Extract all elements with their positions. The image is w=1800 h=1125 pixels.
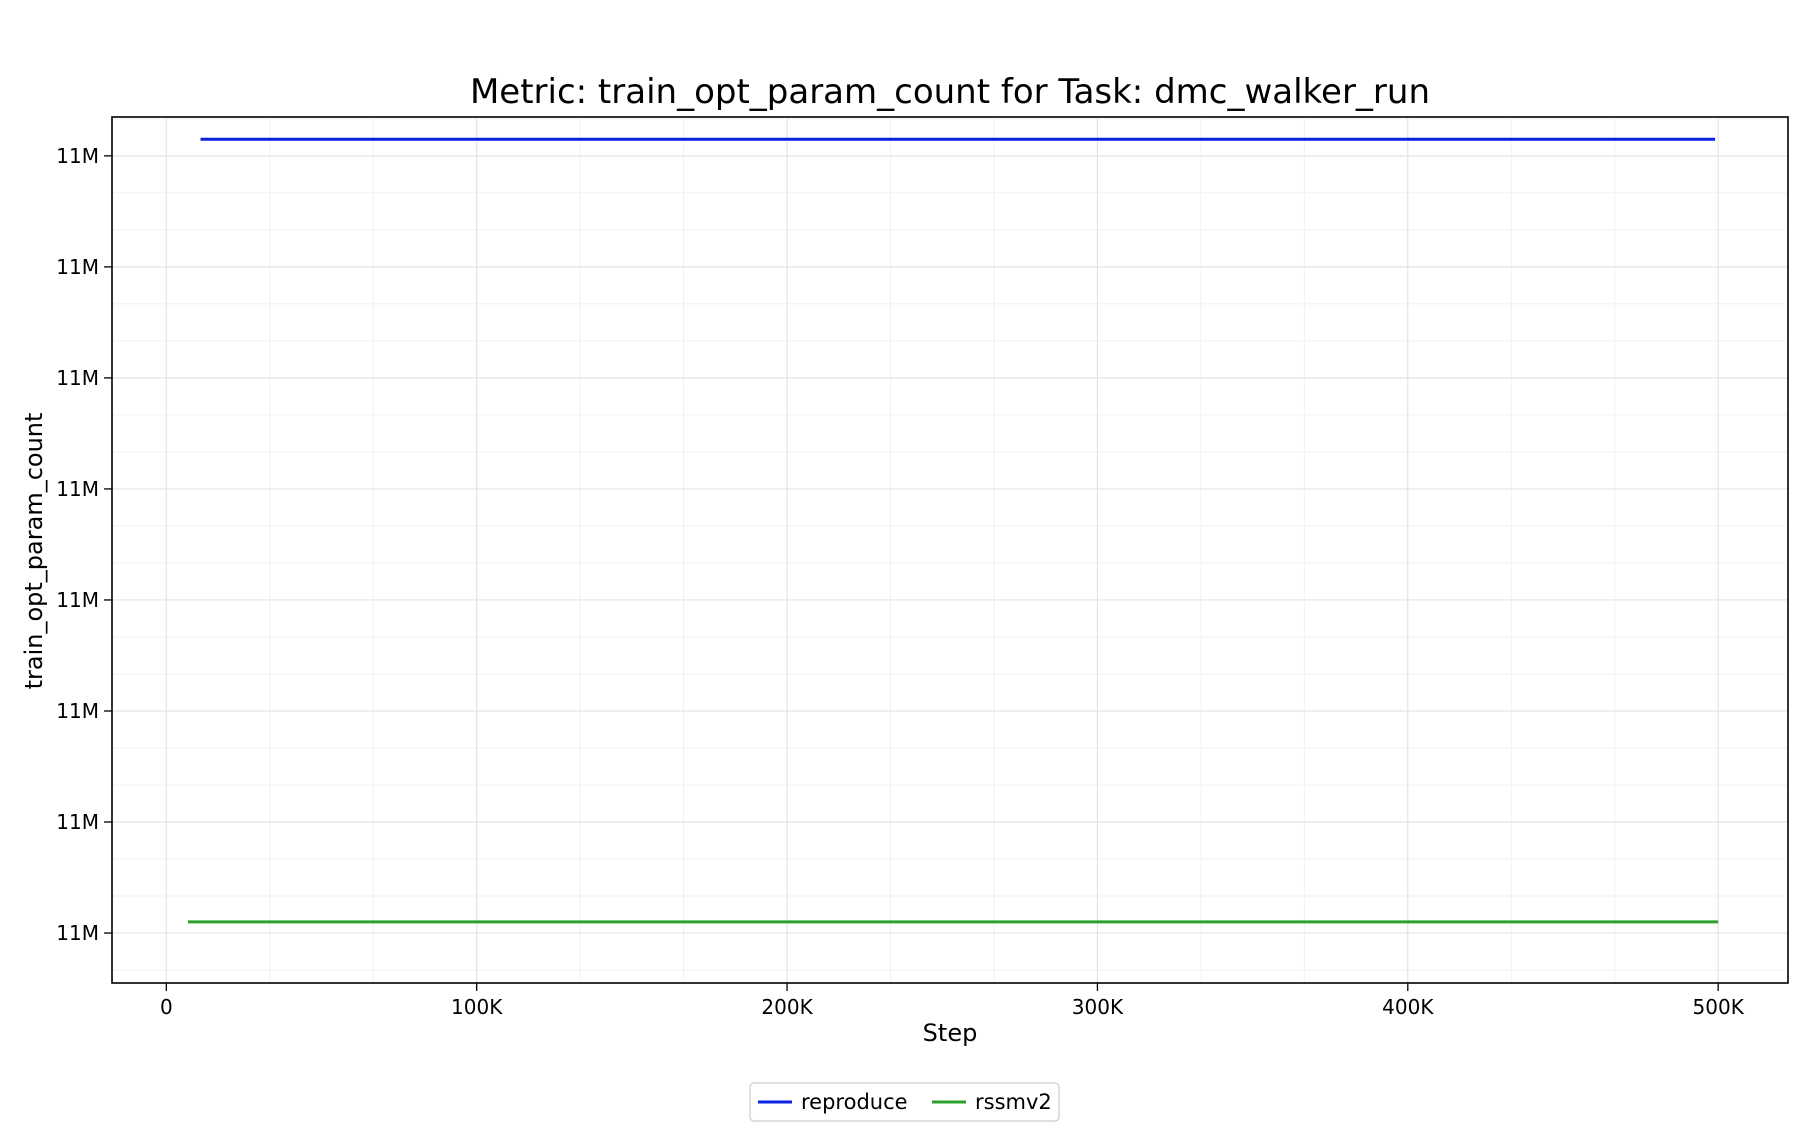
x-tick-label: 300K	[1072, 995, 1124, 1019]
series-layer	[188, 137, 1719, 924]
x-tick-label: 0	[160, 995, 173, 1019]
legend-box	[749, 1082, 1060, 1122]
legend-label-reproduce: reproduce	[801, 1090, 908, 1114]
y-tick-label: 11M	[56, 699, 99, 723]
chart-title: Metric: train_opt_param_count for Task: …	[470, 72, 1430, 112]
legend: reproduce rssmv2	[749, 1082, 1060, 1122]
plot-frame	[111, 116, 1789, 984]
x-tick-label: 400K	[1382, 995, 1434, 1019]
y-tick-label: 11M	[56, 144, 99, 168]
y-axis-label: train_opt_param_count	[20, 413, 48, 690]
y-tick-label: 11M	[56, 810, 99, 834]
x-tick-label: 200K	[761, 995, 813, 1019]
y-tick-label: 11M	[56, 588, 99, 612]
y-tick-label: 11M	[56, 921, 99, 945]
x-tick-label: 100K	[451, 995, 503, 1019]
y-tick-label: 11M	[56, 366, 99, 390]
x-axis-label: Step	[923, 1019, 978, 1047]
grid	[112, 117, 1788, 983]
x-axis-ticks: 0 100K 200K 300K 400K 500K	[160, 983, 1745, 1019]
y-axis-ticks: 11M 11M 11M 11M 11M 11M 11M 11M	[56, 144, 112, 945]
x-tick-label: 500K	[1693, 995, 1745, 1019]
legend-label-rssmv2: rssmv2	[975, 1090, 1052, 1114]
y-tick-label: 11M	[56, 477, 99, 501]
y-tick-label: 11M	[56, 255, 99, 279]
